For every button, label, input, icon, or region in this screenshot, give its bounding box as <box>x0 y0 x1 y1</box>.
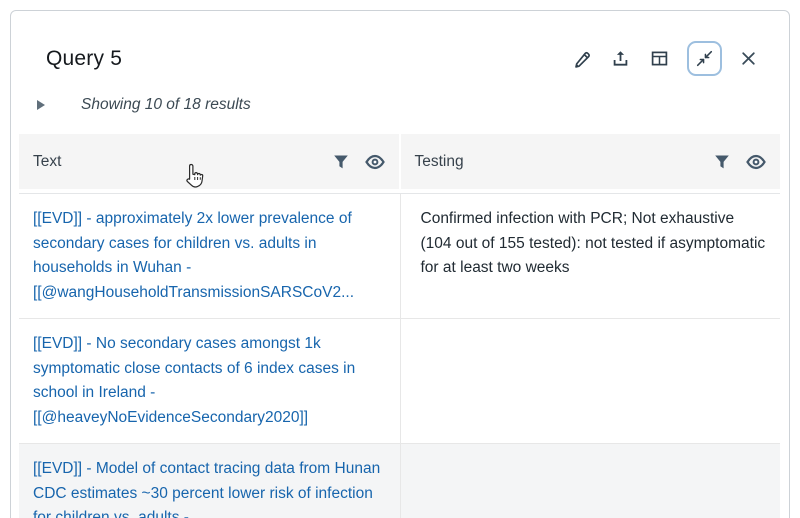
result-testing-value <box>399 319 781 443</box>
column-label: Text <box>33 152 62 170</box>
close-button[interactable] <box>738 48 759 69</box>
column-label: Testing <box>414 152 464 170</box>
column-header-text[interactable]: Text <box>19 134 399 189</box>
toolbar <box>571 41 759 76</box>
eye-icon[interactable] <box>364 154 385 170</box>
result-testing-value: Confirmed infection with PCR; Not exhaus… <box>399 194 781 318</box>
eye-icon[interactable] <box>746 154 766 170</box>
table-view-button[interactable] <box>648 47 671 70</box>
result-text-link[interactable]: [[EVD]] - Model of contact tracing data … <box>19 444 400 518</box>
close-icon <box>740 50 757 67</box>
export-button[interactable] <box>609 47 632 70</box>
column-header-testing[interactable]: Testing <box>400 134 780 189</box>
export-icon <box>611 49 630 68</box>
collapse-button[interactable] <box>687 41 722 76</box>
table-row: [[EVD]] - No secondary cases amongst 1k … <box>19 319 780 444</box>
filter-icon[interactable] <box>332 153 350 171</box>
pencil-icon <box>573 50 591 68</box>
results-summary: Showing 10 of 18 results <box>81 96 251 113</box>
page-title: Query 5 <box>46 46 123 70</box>
filter-icon[interactable] <box>713 153 731 171</box>
table-body: [[EVD]] - approximately 2x lower prevale… <box>19 193 780 518</box>
results-disclosure[interactable]: Showing 10 of 18 results <box>37 96 789 114</box>
caret-right-icon[interactable] <box>37 100 45 110</box>
edit-button[interactable] <box>571 48 593 70</box>
panel-header: Query 5 <box>11 11 789 76</box>
result-testing-value <box>399 444 780 518</box>
query-panel: Query 5 <box>10 10 790 518</box>
results-table: Text <box>19 134 780 518</box>
table-view-icon <box>650 49 669 68</box>
table-row: [[EVD]] - Model of contact tracing data … <box>19 444 780 518</box>
table-header: Text <box>19 134 780 189</box>
table-row: [[EVD]] - approximately 2x lower prevale… <box>19 194 780 319</box>
result-text-link[interactable]: [[EVD]] - No secondary cases amongst 1k … <box>33 335 356 426</box>
result-text-link[interactable]: [[EVD]] - approximately 2x lower prevale… <box>33 210 354 301</box>
collapse-icon <box>696 50 713 67</box>
